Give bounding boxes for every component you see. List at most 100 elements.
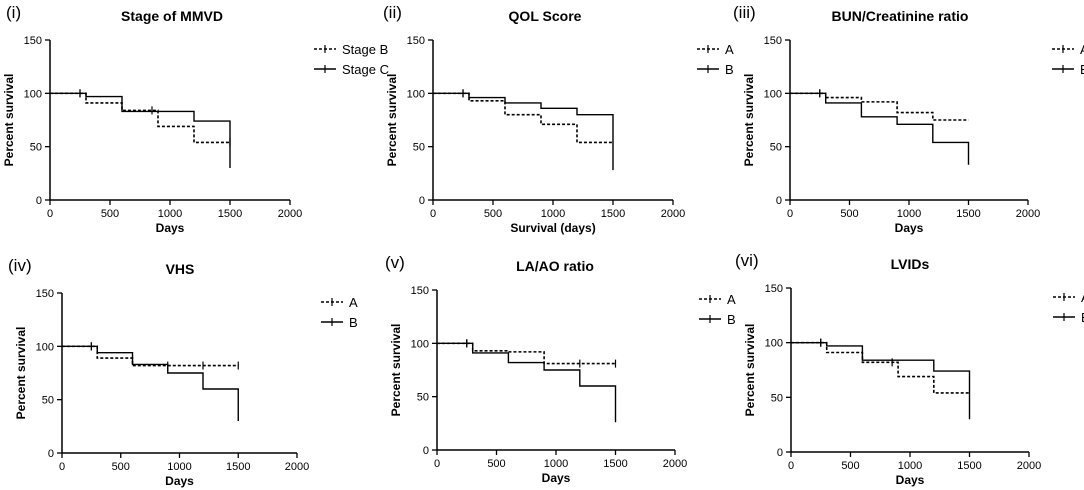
survival-curve-dotted	[62, 345, 239, 367]
y-tick-label: 100	[24, 88, 42, 100]
x-tick-label: 0	[47, 208, 53, 220]
x-tick-label: 2000	[1016, 208, 1040, 220]
x-tick-label: 1000	[541, 208, 565, 220]
y-axis-label: Percent survival	[742, 74, 756, 167]
y-tick-label: 150	[407, 35, 425, 47]
legend-label: B	[1080, 62, 1084, 77]
y-tick-label: 0	[48, 448, 54, 460]
survival-curve-dotted	[790, 92, 969, 121]
chart-title: LA/AO ratio	[516, 258, 594, 274]
chart-title: BUN/Creatinine ratio	[832, 8, 969, 24]
x-axis-label: Days	[165, 474, 194, 488]
x-tick-label: 0	[430, 208, 436, 220]
legend-label: A	[1080, 42, 1084, 57]
panel-label: (ii)	[383, 3, 402, 22]
legend-label: Stage B	[342, 42, 388, 57]
y-tick-label: 0	[776, 195, 782, 207]
survival-curve-solid	[790, 92, 970, 165]
x-tick-label: 1000	[158, 208, 182, 220]
x-tick-label: 500	[841, 460, 859, 472]
y-tick-label: 150	[36, 288, 54, 300]
x-tick-label: 1000	[898, 460, 922, 472]
legend-label: A	[349, 295, 358, 310]
survival-curve-dotted	[433, 92, 613, 144]
legend-label: B	[727, 312, 736, 327]
x-tick-label: 1500	[603, 458, 627, 470]
x-tick-label: 1500	[957, 460, 981, 472]
y-tick-label: 100	[407, 88, 425, 100]
x-tick-label: 500	[101, 208, 119, 220]
y-tick-label: 100	[411, 338, 429, 350]
y-axis-label: Percent survival	[14, 327, 28, 420]
y-tick-label: 50	[30, 142, 42, 154]
y-tick-label: 100	[36, 341, 54, 353]
x-tick-label: 1000	[897, 208, 921, 220]
chart-title: QOL Score	[509, 8, 582, 24]
survival-curve-dotted	[437, 342, 616, 365]
legend-label: B	[725, 62, 734, 77]
legend-label: A	[1081, 290, 1084, 305]
y-tick-label: 50	[770, 142, 782, 154]
x-axis-label: Days	[156, 221, 185, 235]
panel-label: (iii)	[733, 3, 756, 22]
x-tick-label: 1500	[956, 208, 980, 220]
x-axis-label: Days	[542, 471, 571, 485]
x-tick-label: 1000	[167, 461, 191, 473]
y-tick-label: 100	[765, 338, 783, 350]
x-tick-label: 1500	[601, 208, 625, 220]
survival-curve-solid	[433, 92, 614, 171]
x-tick-label: 500	[487, 458, 505, 470]
x-tick-label: 2000	[1017, 460, 1041, 472]
x-tick-label: 2000	[278, 208, 302, 220]
survival-curve-dotted	[791, 341, 970, 394]
y-axis-label: Percent survival	[2, 74, 16, 167]
y-tick-label: 50	[417, 392, 429, 404]
chart-title: LVIDs	[891, 256, 930, 272]
y-tick-label: 150	[24, 35, 42, 47]
y-tick-label: 0	[777, 447, 783, 459]
y-axis-label: Percent survival	[385, 74, 399, 167]
y-tick-label: 0	[36, 195, 42, 207]
x-tick-label: 500	[112, 461, 130, 473]
legend-label: A	[727, 292, 736, 307]
x-tick-label: 1500	[226, 461, 250, 473]
y-tick-label: 150	[411, 285, 429, 297]
panel-label: (vi)	[735, 251, 759, 270]
x-tick-label: 0	[787, 208, 793, 220]
y-tick-label: 0	[423, 445, 429, 457]
y-tick-label: 150	[764, 35, 782, 47]
survival-curve-dotted	[50, 92, 230, 144]
x-axis-label: Days	[896, 473, 925, 487]
x-tick-label: 500	[484, 208, 502, 220]
chart-title: Stage of MMVD	[121, 8, 223, 24]
y-tick-label: 50	[771, 392, 783, 404]
legend-label: Stage C	[342, 62, 389, 77]
x-axis-label: Survival (days)	[510, 221, 595, 235]
x-tick-label: 0	[434, 458, 440, 470]
x-tick-label: 2000	[661, 208, 685, 220]
x-tick-label: 1500	[218, 208, 242, 220]
x-axis-label: Days	[895, 221, 924, 235]
legend-label: B	[1081, 310, 1084, 325]
survival-curve-solid	[62, 345, 239, 421]
survival-curve-solid	[437, 342, 617, 423]
legend-label: B	[349, 315, 358, 330]
y-tick-label: 50	[413, 142, 425, 154]
y-tick-label: 50	[42, 395, 54, 407]
chart-title: VHS	[166, 261, 195, 277]
y-tick-label: 150	[765, 283, 783, 295]
panel-label: (v)	[385, 253, 405, 272]
panel-label: (i)	[6, 3, 21, 22]
x-tick-label: 500	[840, 208, 858, 220]
y-tick-label: 0	[419, 195, 425, 207]
x-tick-label: 0	[59, 461, 65, 473]
y-tick-label: 100	[764, 88, 782, 100]
survival-curve-solid	[791, 341, 971, 420]
x-tick-label: 2000	[663, 458, 687, 470]
